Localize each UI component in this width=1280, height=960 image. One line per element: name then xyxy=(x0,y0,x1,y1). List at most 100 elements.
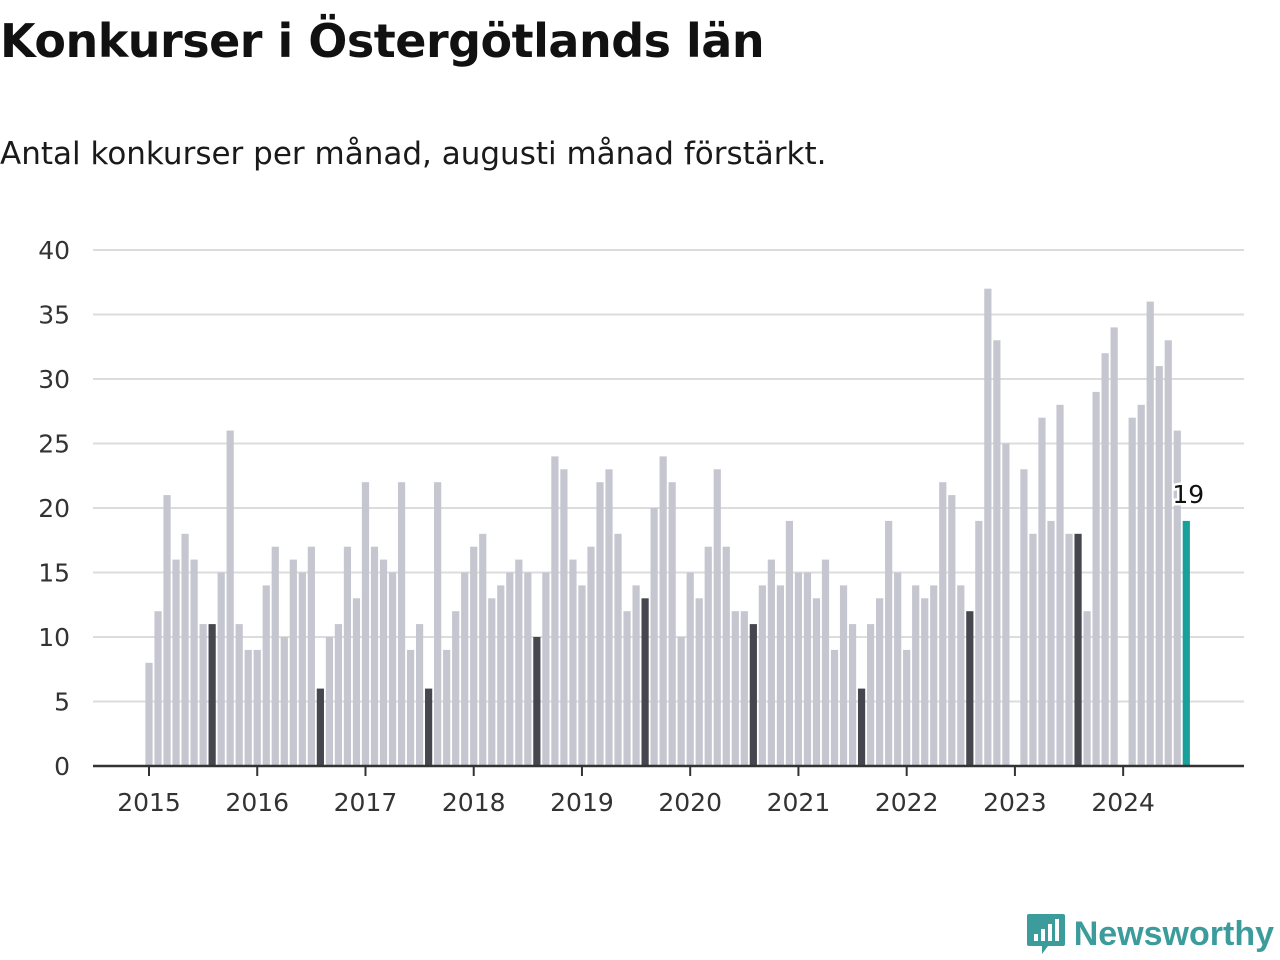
chart-subtitle: Antal konkurser per månad, augusti månad… xyxy=(0,136,827,172)
x-axis: 2015 2016 2017 2018 2019 2020 2021 2022 2023 2024 xyxy=(93,764,1244,817)
bar xyxy=(668,482,676,766)
bar xyxy=(434,482,442,766)
newsworthy-logo-icon xyxy=(1026,914,1065,954)
bar xyxy=(1029,533,1037,766)
bar xyxy=(379,559,388,766)
newsworthy-logo[interactable]: Newsworthy xyxy=(1026,912,1274,956)
bar xyxy=(1056,404,1064,766)
x-tick-label: 2023 xyxy=(983,788,1047,817)
bar xyxy=(749,624,757,766)
bar xyxy=(280,637,288,766)
bar xyxy=(307,546,315,766)
bar xyxy=(181,533,189,766)
bar xyxy=(1128,417,1136,766)
bar xyxy=(650,508,658,766)
bar xyxy=(740,611,748,766)
bar xyxy=(776,585,784,766)
bar xyxy=(461,572,469,766)
bar xyxy=(533,637,541,766)
bar xyxy=(163,495,171,766)
bar xyxy=(199,624,207,766)
bar xyxy=(343,546,352,766)
bar xyxy=(325,637,333,766)
bar xyxy=(912,585,920,766)
bar xyxy=(939,482,947,766)
bar xyxy=(704,546,712,766)
bar xyxy=(812,598,821,766)
bar xyxy=(1083,611,1091,766)
bar xyxy=(1164,340,1172,766)
bar-chart: 0 5 10 15 20 25 30 35 40 2015 2016 2017 2018 2019 202… xyxy=(38,236,1244,817)
bar xyxy=(470,546,478,766)
y-tick-label: 10 xyxy=(38,623,70,652)
bar xyxy=(524,572,532,766)
bar xyxy=(397,482,406,766)
bar xyxy=(361,482,370,766)
bar xyxy=(1047,520,1055,766)
bar xyxy=(244,649,252,766)
bar xyxy=(641,598,649,766)
gridlines xyxy=(93,249,1244,703)
latest-value-label: 19 xyxy=(1172,480,1204,509)
bar xyxy=(226,430,234,766)
bar xyxy=(425,688,433,766)
x-tick-label: 2017 xyxy=(334,788,398,817)
bar xyxy=(930,585,938,766)
bar xyxy=(262,585,270,766)
y-tick-label: 5 xyxy=(54,688,70,717)
bar xyxy=(515,559,523,766)
bar xyxy=(894,572,902,766)
bar xyxy=(551,456,559,766)
bar xyxy=(452,611,460,766)
bar xyxy=(758,585,766,766)
bar xyxy=(867,624,875,766)
chart-title: Konkurser i Östergötlands län xyxy=(0,14,765,68)
bar xyxy=(1182,520,1190,766)
bar xyxy=(605,469,613,766)
x-tick-label: 2024 xyxy=(1091,788,1155,817)
bar xyxy=(235,624,243,766)
bar xyxy=(1020,469,1028,766)
bar xyxy=(1173,430,1181,766)
y-axis: 0 5 10 15 20 25 30 35 40 xyxy=(38,236,70,781)
y-tick-label: 30 xyxy=(38,365,70,394)
bar xyxy=(154,611,162,766)
bar xyxy=(984,288,992,766)
bar xyxy=(1038,417,1046,766)
bar xyxy=(686,572,694,766)
bar xyxy=(1155,366,1163,766)
bar xyxy=(848,624,857,766)
bar xyxy=(560,469,568,766)
bar xyxy=(289,559,297,766)
bar xyxy=(966,611,974,766)
x-tick-label: 2021 xyxy=(767,788,831,817)
bar xyxy=(190,559,198,766)
bar xyxy=(785,520,794,766)
bar xyxy=(948,495,956,766)
bar xyxy=(506,572,514,766)
y-tick-label: 40 xyxy=(38,236,70,265)
bar xyxy=(803,572,812,766)
bar xyxy=(1092,391,1100,766)
x-tick-label: 2022 xyxy=(875,788,939,817)
bar xyxy=(253,649,261,766)
x-tick-label: 2020 xyxy=(658,788,722,817)
bar xyxy=(623,611,631,766)
y-tick-label: 20 xyxy=(38,494,70,523)
bar xyxy=(334,624,343,766)
y-tick-label: 25 xyxy=(38,430,70,459)
bar xyxy=(217,572,225,766)
y-tick-label: 0 xyxy=(54,752,70,781)
bar xyxy=(208,624,216,766)
bar xyxy=(578,585,586,766)
bar xyxy=(488,598,496,766)
bar xyxy=(821,559,830,766)
bar xyxy=(713,469,721,766)
bar xyxy=(885,520,893,766)
bar xyxy=(1074,533,1082,766)
bar xyxy=(1110,327,1118,766)
x-tick-label: 2016 xyxy=(225,788,289,817)
bars xyxy=(145,288,1190,766)
bar xyxy=(794,572,803,766)
bar xyxy=(596,482,604,766)
